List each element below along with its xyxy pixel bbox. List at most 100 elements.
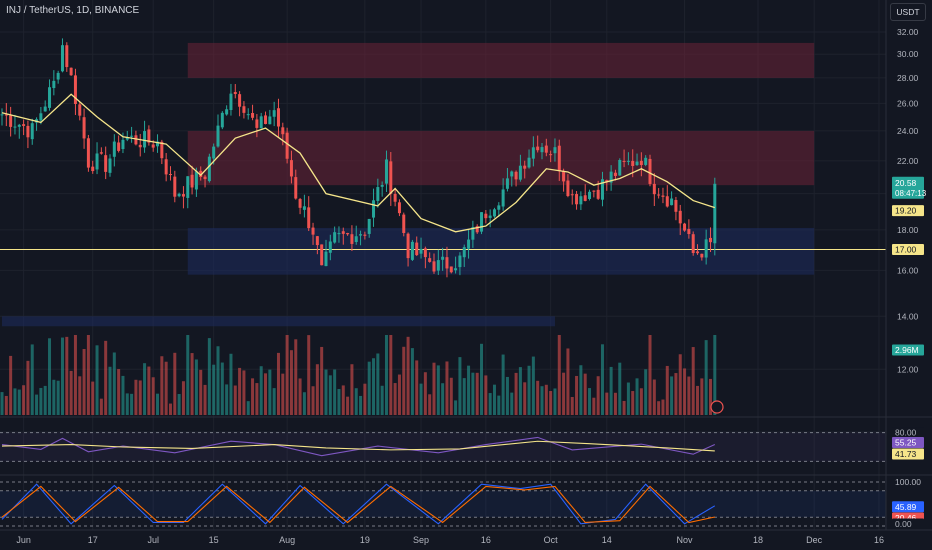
last-price-label: 20.58 — [895, 178, 917, 188]
volume-bar — [402, 346, 406, 415]
candle-body — [138, 144, 142, 148]
volume-bar — [626, 382, 630, 415]
volume-bar — [613, 392, 617, 415]
volume-bar — [151, 377, 155, 415]
candle-body — [276, 108, 280, 127]
candle-body — [583, 195, 587, 201]
x-tick-label: 17 — [88, 535, 98, 545]
volume-bar — [346, 396, 350, 415]
candle-body — [644, 157, 648, 165]
candle-body — [104, 155, 108, 172]
candle-body — [467, 239, 471, 249]
volume-bar — [631, 391, 635, 415]
volume-bar — [125, 393, 129, 415]
candle-body — [393, 193, 397, 202]
volume-bar — [467, 365, 471, 415]
volume-bar — [112, 352, 116, 415]
candle-body — [367, 218, 371, 234]
candle-body — [65, 45, 69, 68]
volume-bar — [315, 364, 319, 415]
candle-body — [294, 177, 298, 199]
volume-bar — [557, 335, 561, 415]
candle-body — [527, 157, 531, 168]
candle-body — [164, 159, 168, 175]
candle-body — [315, 236, 319, 246]
candle-body — [73, 75, 77, 104]
candle-body — [484, 213, 488, 219]
volume-bar — [505, 376, 509, 415]
candle-body — [130, 135, 134, 137]
volume-bar — [596, 376, 600, 415]
candle-body — [600, 179, 604, 200]
ma-value-label: 19.20 — [895, 206, 917, 216]
candle-body — [708, 237, 712, 243]
candle-body — [311, 227, 315, 235]
x-tick-label: Jul — [147, 535, 159, 545]
candle-body — [285, 132, 289, 159]
candle-body — [151, 144, 155, 148]
volume-bar — [510, 392, 514, 415]
candle-body — [251, 112, 255, 118]
volume-bar — [449, 377, 453, 415]
candle-body — [622, 160, 626, 162]
volume-value-label-bg — [892, 344, 924, 356]
volume-bar — [0, 392, 4, 415]
candle-body — [52, 80, 56, 89]
volume-bar — [22, 385, 26, 415]
candle-body — [268, 116, 272, 125]
candle-body — [346, 233, 350, 235]
volume-bar — [635, 378, 639, 415]
candle-body — [333, 232, 337, 243]
candle-body — [238, 94, 242, 107]
volume-bar — [393, 383, 397, 415]
candle-body — [445, 257, 449, 269]
volume-bar — [242, 370, 246, 415]
candle-body — [592, 190, 596, 192]
candle-body — [397, 202, 401, 214]
candle-body — [480, 212, 484, 232]
volume-bar — [523, 382, 527, 415]
volume-bar — [91, 381, 95, 415]
x-tick-label: 16 — [481, 535, 491, 545]
rsi-pane — [0, 432, 886, 462]
x-tick-label: Dec — [806, 535, 823, 545]
currency-button[interactable]: USDT — [890, 3, 926, 21]
x-tick-label: Oct — [544, 535, 559, 545]
volume-bar — [186, 335, 190, 415]
volume-bar — [639, 388, 643, 415]
volume-bar — [531, 356, 535, 415]
candle-body — [505, 178, 509, 189]
candle-body — [156, 141, 160, 147]
candle-body — [683, 223, 687, 231]
stoch-rsi-pane — [0, 481, 886, 527]
volume-bar — [359, 395, 363, 415]
candle-body — [160, 141, 164, 159]
volume-bar — [333, 369, 337, 415]
candle-body — [289, 160, 293, 177]
volume-bar — [56, 380, 60, 415]
candle-body — [423, 248, 427, 258]
volume-bar — [255, 383, 259, 415]
volume-bar — [384, 335, 388, 415]
candle-body — [229, 93, 233, 111]
volume-bar — [397, 374, 401, 415]
candle-body — [363, 234, 367, 236]
candle-body — [696, 251, 700, 254]
candle-body — [380, 184, 384, 187]
candle-body — [272, 110, 276, 117]
volume-bar — [251, 378, 255, 415]
volume-value-label: 2.96M — [895, 345, 919, 355]
candle-body — [147, 129, 151, 143]
candle-body — [449, 266, 453, 273]
candle-body — [570, 194, 574, 196]
candles[interactable] — [0, 38, 717, 278]
volume-bar — [203, 384, 207, 415]
candle-body — [678, 210, 682, 224]
candle-body — [91, 166, 95, 172]
candle-body — [298, 199, 302, 208]
candle-body — [242, 106, 246, 113]
volume-bar — [181, 381, 185, 415]
volume-bar — [406, 336, 410, 415]
candle-body — [212, 146, 216, 159]
